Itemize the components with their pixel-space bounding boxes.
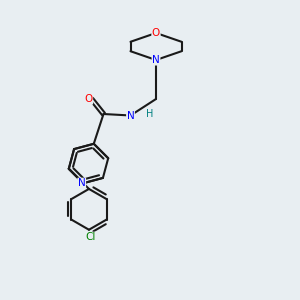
Text: N: N bbox=[152, 55, 160, 65]
Text: O: O bbox=[84, 94, 93, 104]
Text: H: H bbox=[146, 109, 154, 119]
Text: N: N bbox=[127, 110, 134, 121]
Text: Cl: Cl bbox=[85, 232, 96, 242]
Text: N: N bbox=[78, 178, 86, 188]
Text: O: O bbox=[152, 28, 160, 38]
